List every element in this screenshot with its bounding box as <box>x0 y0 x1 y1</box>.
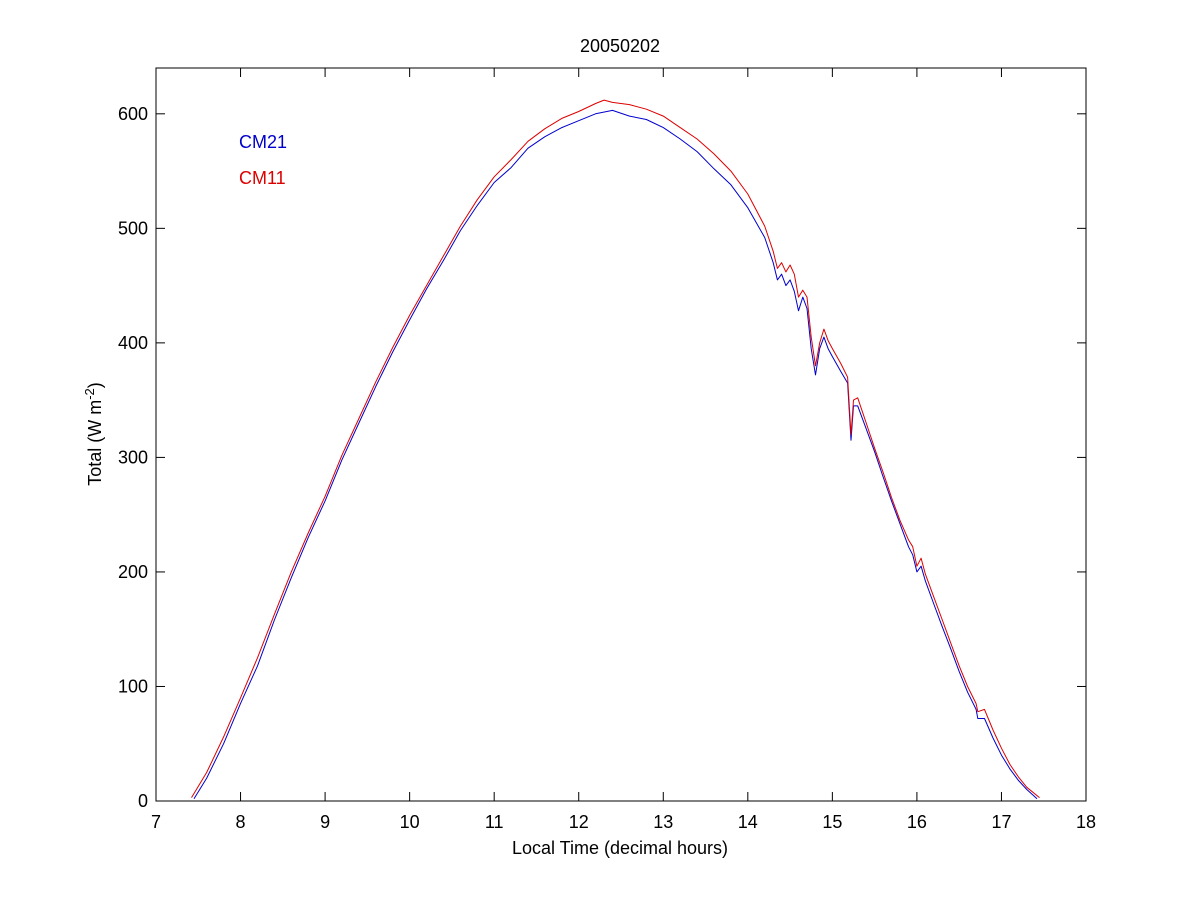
x-tick-label: 9 <box>320 812 330 832</box>
x-tick-labels: 7 8 9 10 11 12 13 14 15 16 17 18 <box>151 812 1096 832</box>
x-tick-label: 13 <box>653 812 673 832</box>
y-tick-label: 100 <box>118 676 148 696</box>
legend-entry-cm21: CM21 <box>239 132 287 152</box>
y-tick-label: 200 <box>118 562 148 582</box>
x-tick-label: 7 <box>151 812 161 832</box>
x-tick-label: 11 <box>485 812 504 832</box>
legend-entry-cm11: CM11 <box>239 168 286 188</box>
axis-ticks <box>155 68 1087 802</box>
x-tick-label: 12 <box>569 812 589 832</box>
y-tick-label: 600 <box>118 104 148 124</box>
y-axis-title-close: ) <box>85 382 105 388</box>
y-tick-label: 300 <box>118 447 148 467</box>
x-tick-label: 14 <box>738 812 758 832</box>
x-tick-label: 17 <box>991 812 1011 832</box>
y-axis-title-main: Total (W m <box>85 400 105 486</box>
x-axis-title: Local Time (decimal hours) <box>512 838 728 858</box>
y-axis-title-superscript: -2 <box>82 388 97 400</box>
x-tick-label: 15 <box>822 812 842 832</box>
x-tick-label: 16 <box>907 812 927 832</box>
legend: CM21 CM11 <box>239 132 287 188</box>
y-tick-labels: 0 100 200 300 400 500 600 <box>118 104 148 811</box>
series-line-cm21 <box>193 109 1038 800</box>
series-layer <box>191 99 1040 800</box>
y-tick-label: 400 <box>118 333 148 353</box>
x-tick-label: 10 <box>400 812 420 832</box>
y-tick-label: 500 <box>118 218 148 238</box>
series-line-cm11 <box>191 99 1040 798</box>
x-tick-label: 18 <box>1076 812 1096 832</box>
y-axis-title: Total (W m-2) <box>82 382 105 486</box>
plot-frame <box>155 67 1087 802</box>
chart-title: 20050202 <box>580 36 660 56</box>
x-tick-label: 8 <box>236 812 246 832</box>
y-tick-label: 0 <box>138 791 148 811</box>
